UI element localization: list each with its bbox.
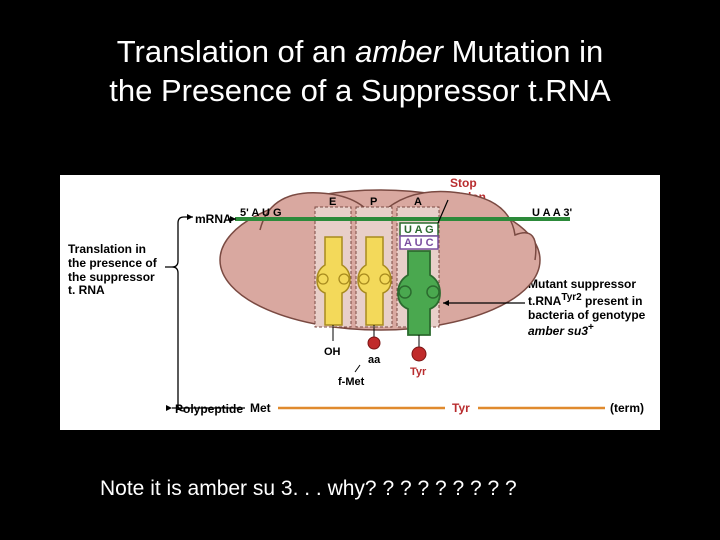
site-a-label: A	[414, 196, 422, 208]
poly-tyr: Tyr	[452, 401, 470, 415]
codon-bottom: A U C	[404, 237, 434, 249]
footer-note: Note it is amber su 3. . . why? ? ? ? ? …	[100, 477, 517, 501]
poly-term: (term)	[610, 401, 644, 415]
mrna-3prime: U A A 3'	[532, 207, 572, 219]
poly-met: Met	[250, 401, 271, 415]
codon-top: U A G	[404, 224, 434, 236]
diagram-svg: E P A 5' A U G U A A 3' U A G A U C	[60, 175, 660, 430]
mrna-5prime: 5' A U G	[240, 207, 282, 219]
figure-panel: Translation in the presence of the suppr…	[60, 175, 660, 430]
site-e-label: E	[329, 196, 336, 208]
site-p-label: P	[370, 196, 377, 208]
oh-label: OH	[324, 346, 341, 358]
aa-label: aa	[368, 354, 381, 366]
tyr-aa-label: Tyr	[410, 366, 427, 378]
fmet-label: f-Met	[338, 376, 365, 388]
polypeptide-row: Met Tyr (term)	[166, 401, 644, 415]
slide-title: Translation of an amber Mutation in the …	[50, 33, 670, 111]
